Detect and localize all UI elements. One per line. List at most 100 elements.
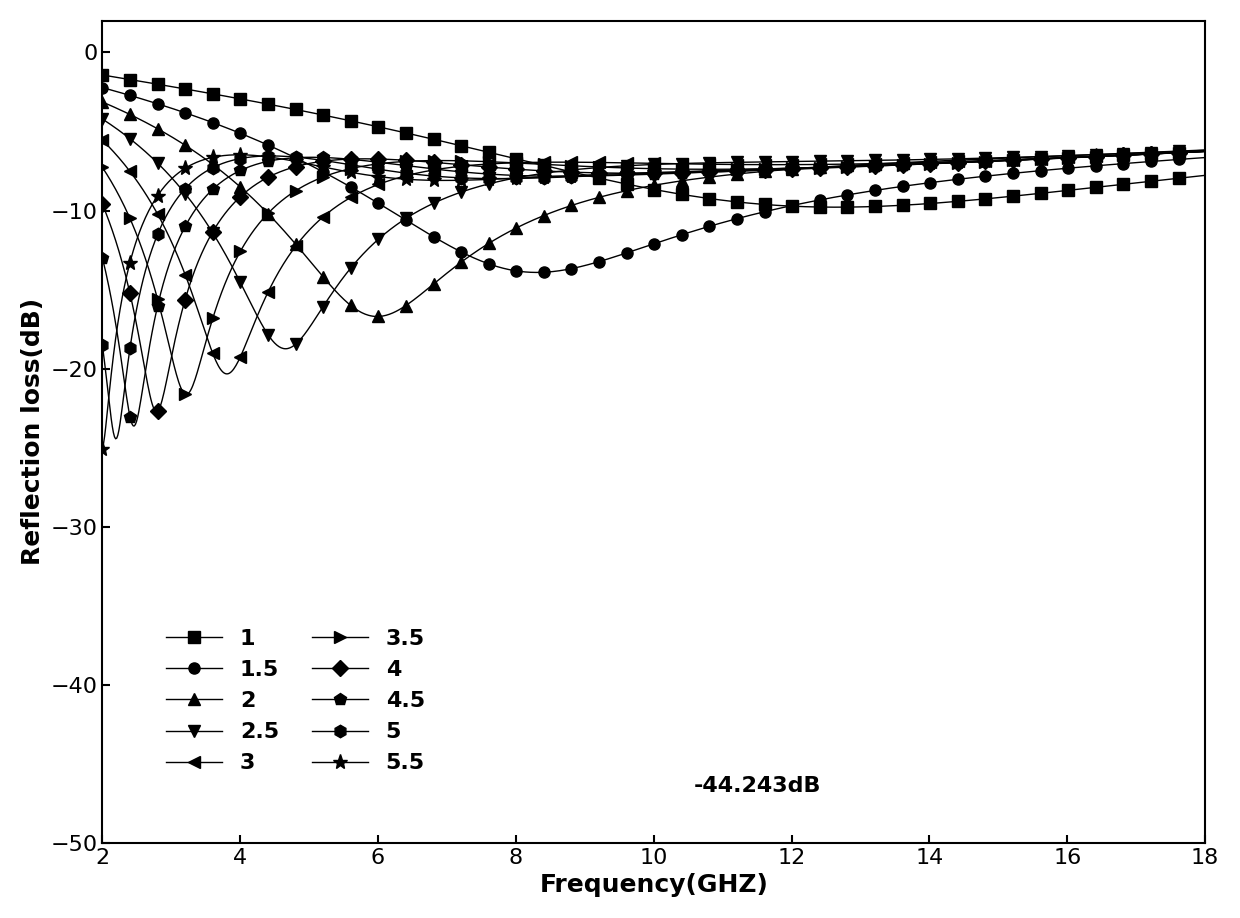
4.5 [125, 420, 140, 431]
4 [95, 198, 110, 209]
1.5 [956, 174, 971, 185]
2.5 [278, 343, 293, 354]
3 [976, 155, 991, 166]
1 [207, 89, 222, 100]
5 [976, 156, 991, 167]
4.5 [976, 156, 991, 167]
2.5 [853, 155, 868, 166]
Line: 1.5: 1.5 [97, 82, 1210, 278]
1.5 [529, 267, 544, 278]
5 [1198, 146, 1213, 157]
2.5 [207, 231, 222, 242]
2 [542, 207, 557, 218]
5.5 [541, 171, 556, 182]
5 [582, 171, 596, 182]
Line: 2: 2 [97, 96, 1210, 322]
5.5 [975, 156, 990, 167]
4.5 [582, 171, 596, 182]
2.5 [956, 153, 971, 164]
4 [582, 167, 596, 178]
5 [95, 340, 110, 351]
3 [95, 135, 110, 146]
2 [956, 154, 971, 165]
4 [1198, 146, 1213, 157]
4 [956, 157, 971, 168]
5 [108, 433, 123, 444]
4 [542, 165, 557, 176]
3 [1198, 146, 1213, 157]
1 [956, 196, 971, 207]
3 [542, 157, 557, 168]
2 [207, 161, 222, 172]
Line: 3.5: 3.5 [97, 146, 1210, 400]
1.5 [207, 118, 222, 129]
Legend: 1, 1.5, 2, 2.5, 3, 3.5, 4, 4.5, 5, 5.5: 1, 1.5, 2, 2.5, 3, 3.5, 4, 4.5, 5, 5.5 [157, 620, 434, 782]
1.5 [976, 171, 991, 182]
Line: 2.5: 2.5 [97, 114, 1210, 354]
2 [370, 311, 384, 322]
3.5 [95, 162, 110, 173]
Line: 5: 5 [97, 145, 1211, 445]
2 [1198, 144, 1213, 155]
5 [542, 172, 557, 183]
5.5 [580, 170, 595, 181]
3.5 [179, 389, 193, 400]
1.5 [542, 266, 557, 277]
3.5 [853, 161, 868, 172]
3 [582, 157, 596, 168]
3 [956, 156, 971, 167]
2 [582, 195, 596, 206]
3.5 [582, 161, 596, 172]
4.5 [95, 252, 110, 263]
2.5 [542, 167, 557, 178]
4.5 [208, 181, 223, 192]
1.5 [95, 82, 110, 93]
1 [853, 201, 868, 212]
1.5 [1198, 152, 1213, 163]
4.5 [956, 157, 971, 168]
1 [541, 161, 556, 172]
2.5 [95, 114, 110, 125]
5.5 [955, 157, 970, 168]
1 [830, 202, 844, 213]
2.5 [1198, 145, 1213, 156]
3 [219, 368, 234, 379]
1 [580, 170, 595, 181]
1 [1198, 170, 1213, 181]
3.5 [956, 157, 971, 168]
5 [853, 161, 868, 172]
3.5 [208, 303, 223, 314]
2 [95, 96, 110, 107]
3.5 [976, 156, 991, 167]
X-axis label: Frequency(GHZ): Frequency(GHZ) [539, 873, 768, 897]
1.5 [853, 187, 868, 198]
Text: -44.243dB: -44.243dB [693, 777, 821, 796]
Y-axis label: Reflection loss(dB): Reflection loss(dB) [21, 298, 45, 565]
Line: 5.5: 5.5 [94, 144, 1213, 456]
Line: 1: 1 [97, 70, 1210, 213]
Line: 4.5: 4.5 [97, 145, 1211, 432]
4 [149, 406, 164, 417]
5.5 [852, 161, 867, 172]
3.5 [1198, 146, 1213, 157]
4.5 [853, 161, 868, 172]
Line: 3: 3 [97, 135, 1210, 379]
3 [853, 159, 868, 170]
2.5 [976, 152, 991, 163]
4 [853, 161, 868, 172]
4 [976, 156, 991, 167]
3.5 [542, 159, 557, 170]
2 [853, 159, 868, 170]
1 [976, 194, 991, 205]
5.5 [1198, 146, 1213, 157]
Line: 4: 4 [97, 146, 1210, 417]
4.5 [542, 171, 557, 182]
3 [207, 353, 222, 364]
5.5 [95, 443, 110, 454]
4 [208, 221, 223, 232]
2.5 [582, 162, 596, 174]
1 [95, 70, 110, 81]
2 [976, 153, 991, 164]
5 [208, 161, 223, 172]
5.5 [207, 151, 222, 162]
